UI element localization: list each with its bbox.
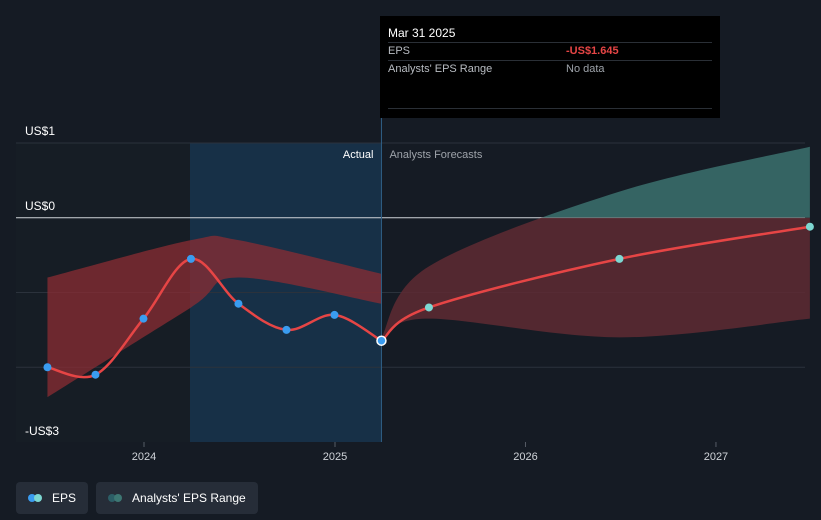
y-tick-label-0: US$1	[25, 124, 55, 138]
tooltip-eps-value: -US$1.645	[566, 45, 619, 57]
forecast-label: Analysts Forecasts	[389, 149, 482, 161]
tooltip-eps-label: EPS	[388, 45, 411, 57]
y-tick-label-2: -US$3	[25, 424, 59, 438]
actual-eps-point-6	[330, 310, 339, 319]
forecast-eps-point-0	[424, 303, 433, 312]
tooltip-row-eps: EPS -US$1.645	[388, 42, 712, 60]
eps-chart: US$1 US$0 -US$3 2024 2025 2026 2027 Actual Analy…	[16, 118, 814, 463]
actual-eps-point-4	[234, 299, 243, 308]
legend-eps[interactable]: EPS	[16, 482, 89, 514]
actual-eps-range-band	[47, 235, 382, 398]
actual-eps-point-1	[91, 370, 100, 379]
forecast-eps-point-2	[805, 222, 814, 231]
y-tick-label-1: US$0	[25, 199, 55, 213]
forecast-range-band-negative	[381, 217, 810, 338]
legend-eps-label: EPS	[52, 491, 77, 505]
tooltip-date: Mar 31 2025	[388, 26, 456, 40]
legend: EPS Analysts' EPS Range	[16, 482, 258, 514]
actual-eps-line	[47, 257, 383, 379]
forecast-range-band-positive	[541, 146, 810, 218]
x-tick-label-3: 2027	[704, 451, 728, 463]
x-tick-label-0: 2024	[132, 451, 156, 463]
actual-eps-point-5	[282, 325, 291, 334]
actual-eps-point-3	[186, 254, 195, 263]
tooltip: Mar 31 2025 EPS -US$1.645 Analysts' EPS …	[380, 16, 720, 118]
tooltip-row-range: Analysts' EPS Range No data	[388, 60, 712, 78]
range-swatch-icon	[108, 494, 124, 502]
tooltip-range-value: No data	[566, 63, 605, 75]
forecast-eps-line	[380, 225, 811, 342]
actual-eps-point-2	[139, 314, 148, 323]
forecast-eps-point-1	[615, 254, 624, 263]
x-tick-label-2: 2026	[513, 451, 537, 463]
actual-eps-point-0	[43, 363, 52, 372]
tooltip-divider	[388, 108, 712, 109]
eps-swatch-icon	[28, 494, 44, 502]
actual-eps-point-7	[376, 335, 387, 346]
x-tick-label-1: 2025	[323, 451, 347, 463]
actual-label: Actual	[343, 149, 374, 161]
tooltip-range-label: Analysts' EPS Range	[388, 63, 493, 75]
legend-range[interactable]: Analysts' EPS Range	[96, 482, 258, 514]
legend-range-label: Analysts' EPS Range	[132, 491, 246, 505]
